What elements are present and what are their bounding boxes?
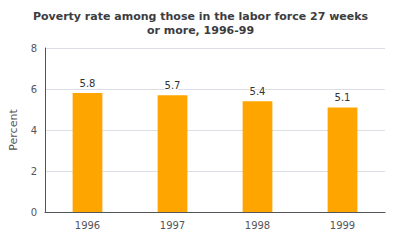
svg-text:1996: 1996 bbox=[75, 220, 100, 231]
svg-text:4: 4 bbox=[31, 125, 37, 136]
svg-text:8: 8 bbox=[31, 43, 37, 54]
svg-text:2: 2 bbox=[31, 166, 37, 177]
svg-text:6: 6 bbox=[31, 84, 37, 95]
svg-text:Poverty rate among those in th: Poverty rate among those in the labor fo… bbox=[33, 10, 369, 23]
svg-text:0: 0 bbox=[31, 207, 37, 218]
svg-text:1999: 1999 bbox=[330, 220, 355, 231]
svg-text:5.1: 5.1 bbox=[335, 92, 351, 103]
svg-text:5.8: 5.8 bbox=[80, 78, 96, 89]
svg-text:Percent: Percent bbox=[7, 109, 20, 151]
svg-text:5.4: 5.4 bbox=[250, 86, 266, 97]
svg-text:5.7: 5.7 bbox=[165, 80, 181, 91]
svg-text:1998: 1998 bbox=[245, 220, 270, 231]
svg-text:or more, 1996-99: or more, 1996-99 bbox=[147, 24, 254, 37]
svg-text:1997: 1997 bbox=[160, 220, 185, 231]
